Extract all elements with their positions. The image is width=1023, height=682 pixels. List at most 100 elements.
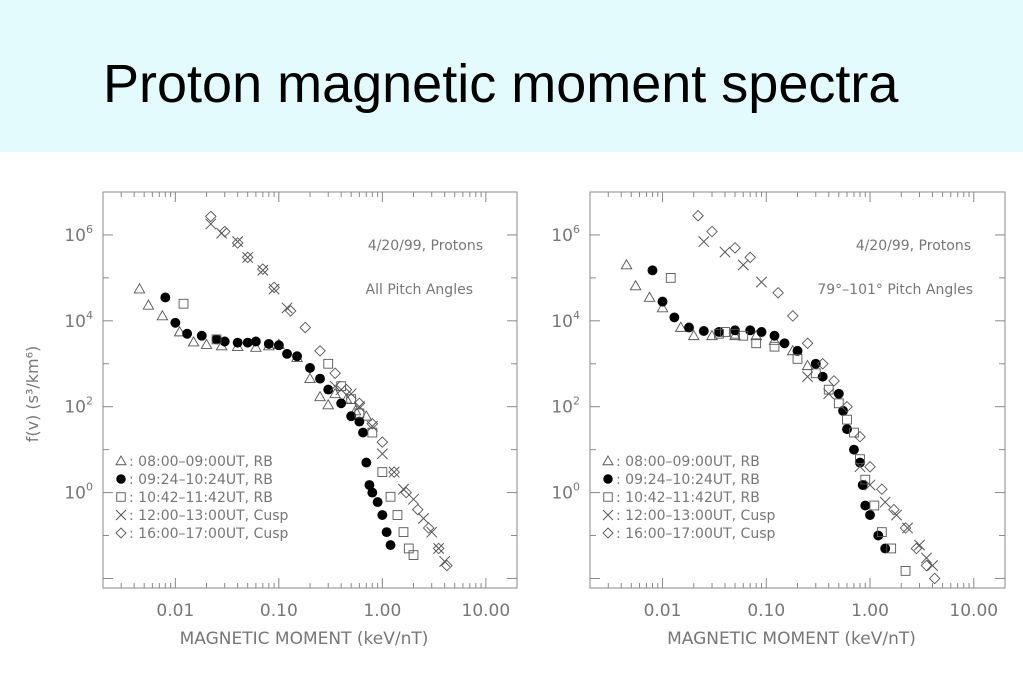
series-triangle xyxy=(133,282,373,421)
data-point-cross-marker xyxy=(823,388,835,400)
data-point-triangle-marker xyxy=(629,279,642,291)
data-point-square-marker xyxy=(860,474,871,485)
data-point-cross-marker xyxy=(426,526,438,538)
data-point-square-marker xyxy=(398,527,409,538)
data-point-diamond-marker xyxy=(432,542,445,555)
chart-all-pitch-angles: 0.01 0.10 1.00 10.00 100 102 104 106 MAGNETIC MO… xyxy=(23,191,518,649)
data-point-filled_circle-marker xyxy=(182,328,193,339)
data-point-cross-marker xyxy=(920,552,933,564)
data-point-square-marker xyxy=(738,330,749,341)
data-point-triangle-marker xyxy=(187,335,200,347)
data-point-filled_circle-marker xyxy=(170,317,181,328)
series-square xyxy=(178,298,419,560)
data-point-filled_circle-marker xyxy=(273,340,284,351)
data-point-cross-marker xyxy=(242,251,254,263)
data-point-cross-marker xyxy=(439,555,451,567)
data-point-diamond-marker xyxy=(366,417,379,430)
data-point-filled_circle-marker xyxy=(684,322,694,333)
data-point-cross-marker xyxy=(433,542,445,555)
data-point-cross-marker xyxy=(698,236,710,248)
data-point-square-marker xyxy=(323,358,334,369)
data-point-diamond-marker xyxy=(828,375,840,387)
x-tick-label: 1.00 xyxy=(851,601,889,621)
data-point-filled_circle-marker xyxy=(603,474,613,484)
data-point-triangle-marker xyxy=(674,321,687,332)
data-point-diamond-marker xyxy=(115,527,127,539)
y-axis-label: f(v) (s³/km⁶) xyxy=(23,346,42,443)
data-point-diamond-marker xyxy=(729,242,741,254)
data-point-triangle-marker xyxy=(656,301,669,313)
data-point-filled_circle-marker xyxy=(698,326,709,336)
data-point-filled_circle-marker xyxy=(855,457,865,468)
data-point-filled_circle-marker xyxy=(385,540,396,550)
data-point-filled_circle-marker xyxy=(196,330,207,341)
data-point-filled_circle-marker xyxy=(282,348,292,359)
data-point-cross-marker xyxy=(281,302,293,314)
data-point-filled_circle-marker xyxy=(367,487,378,498)
data-point-diamond-marker xyxy=(772,286,784,299)
data-point-square-marker xyxy=(211,334,222,345)
data-point-diamond-marker xyxy=(284,305,297,317)
data-point-diamond-marker xyxy=(400,486,413,499)
legend-entry-triangle: : 08:00–09:00UT, RB xyxy=(129,454,273,470)
data-point-filled_circle-marker xyxy=(769,330,780,341)
data-point-filled_circle-marker xyxy=(364,480,375,490)
data-point-cross-marker xyxy=(205,218,217,230)
x-axis-label: MAGNETIC MOMENT (keV/nT) xyxy=(667,629,916,649)
data-point-diamond-marker xyxy=(899,522,912,534)
data-point-filled_circle-marker xyxy=(730,325,740,336)
data-point-diamond-marker xyxy=(388,466,400,478)
data-point-diamond-marker xyxy=(602,527,614,539)
data-point-filled_circle-marker xyxy=(792,345,803,356)
data-point-square-marker xyxy=(116,492,126,502)
legend-entry-diamond: : 16:00–17:00UT, Cusp xyxy=(129,526,289,542)
data-point-diamond-marker xyxy=(786,310,799,322)
y-tick-label: 106 xyxy=(64,223,93,246)
data-point-cross-marker xyxy=(913,539,926,551)
chart-subtitle: 79°–101° Pitch Angles xyxy=(817,282,973,298)
x-tick-label: 1.00 xyxy=(363,601,401,621)
data-point-filled_circle-marker xyxy=(838,405,849,416)
data-point-cross-marker xyxy=(926,559,939,572)
data-point-square-marker xyxy=(855,454,865,465)
data-point-diamond-marker xyxy=(801,337,814,350)
x-tick-label: 0.10 xyxy=(747,601,785,621)
data-point-filled_circle-marker xyxy=(381,527,392,538)
data-point-square-marker xyxy=(842,414,852,425)
data-point-filled_circle-marker xyxy=(361,457,372,468)
data-point-filled_circle-marker xyxy=(292,351,303,362)
series-cross xyxy=(698,236,939,572)
legend-entry-cross: : 12:00–13:00UT, Cusp xyxy=(616,508,776,524)
data-point-cross-marker xyxy=(602,509,614,521)
data-point-filled_circle-marker xyxy=(745,325,756,336)
data-point-square-marker xyxy=(751,338,762,349)
data-point-diamond-marker xyxy=(841,400,853,413)
data-point-diamond-marker xyxy=(268,281,280,294)
data-point-filled_circle-marker xyxy=(358,427,368,438)
data-point-diamond-marker xyxy=(299,321,312,334)
data-point-filled_circle-marker xyxy=(346,411,357,422)
data-point-cross-marker xyxy=(353,401,365,413)
data-point-triangle-marker xyxy=(643,291,656,302)
data-point-square-marker xyxy=(886,543,897,554)
data-point-filled_circle-marker xyxy=(669,312,680,323)
data-point-diamond-marker xyxy=(218,225,231,238)
data-point-triangle-marker xyxy=(687,329,700,341)
data-point-filled_circle-marker xyxy=(865,510,875,520)
data-point-filled_circle-marker xyxy=(647,265,658,276)
y-tick-label: 100 xyxy=(64,481,93,504)
data-point-diamond-marker xyxy=(920,559,933,572)
data-point-filled_circle-marker xyxy=(336,398,347,409)
x-tick-label: 0.01 xyxy=(644,601,682,621)
data-point-cross-marker xyxy=(397,483,410,495)
data-point-filled_circle-marker xyxy=(116,474,126,484)
data-point-square-marker xyxy=(178,298,189,309)
data-point-filled_circle-marker xyxy=(842,424,852,435)
data-point-cross-marker xyxy=(755,276,768,288)
data-point-square-marker xyxy=(385,491,396,502)
data-point-square-marker xyxy=(900,566,911,576)
data-point-filled_circle-marker xyxy=(873,530,884,541)
data-point-square-marker xyxy=(792,354,803,364)
chart-subtitle: All Pitch Angles xyxy=(366,282,473,298)
data-point-square-marker xyxy=(823,384,834,395)
